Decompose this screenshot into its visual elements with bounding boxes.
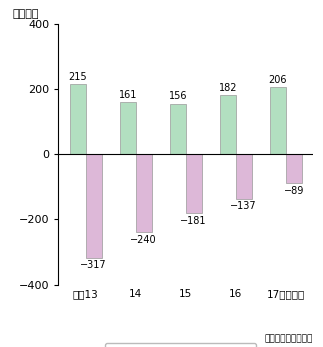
- Text: 215: 215: [68, 72, 87, 82]
- Bar: [286, 154, 302, 183]
- Bar: [120, 102, 136, 154]
- Bar: [136, 154, 152, 232]
- Bar: [186, 154, 202, 213]
- Bar: [270, 87, 286, 154]
- Text: −89: −89: [284, 186, 304, 196]
- Text: −240: −240: [130, 235, 157, 245]
- Text: −181: −181: [181, 215, 207, 226]
- Legend: BS民放売上高, BS民放営業損益: BS民放売上高, BS民放営業損益: [105, 343, 256, 347]
- Text: （億円）: （億円）: [12, 9, 39, 19]
- Text: −137: −137: [230, 201, 257, 211]
- Bar: [236, 154, 252, 199]
- Text: 161: 161: [119, 90, 137, 100]
- Text: 各社資料により作成: 各社資料により作成: [265, 335, 313, 344]
- Bar: [86, 154, 102, 257]
- Bar: [220, 95, 236, 154]
- Text: 156: 156: [169, 91, 187, 101]
- Text: 206: 206: [268, 75, 287, 85]
- Text: −317: −317: [80, 260, 107, 270]
- Bar: [170, 104, 186, 154]
- Text: 182: 182: [218, 83, 237, 93]
- Bar: [70, 84, 86, 154]
